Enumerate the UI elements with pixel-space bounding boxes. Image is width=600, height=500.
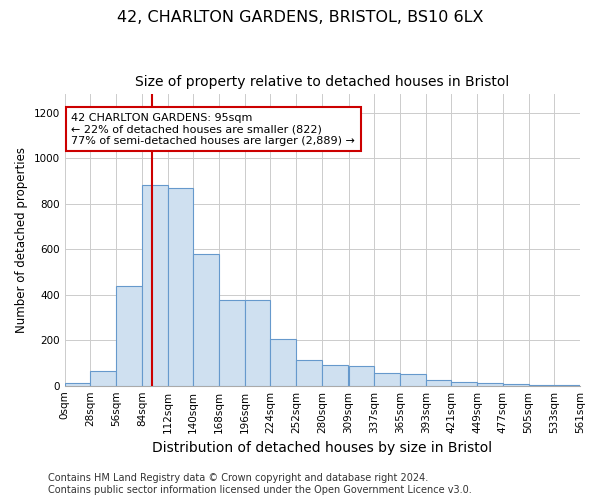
Bar [322, 365, 347, 386]
Bar [374, 373, 400, 386]
Y-axis label: Number of detached properties: Number of detached properties [15, 147, 28, 333]
Bar [400, 374, 425, 386]
Bar [425, 380, 451, 386]
Bar [271, 339, 296, 386]
Bar [219, 300, 245, 386]
X-axis label: Distribution of detached houses by size in Bristol: Distribution of detached houses by size … [152, 441, 493, 455]
Text: 42 CHARLTON GARDENS: 95sqm
← 22% of detached houses are smaller (822)
77% of sem: 42 CHARLTON GARDENS: 95sqm ← 22% of deta… [71, 112, 355, 146]
Bar [554, 384, 580, 386]
Bar [167, 188, 193, 386]
Bar [116, 286, 142, 386]
Text: Contains HM Land Registry data © Crown copyright and database right 2024.
Contai: Contains HM Land Registry data © Crown c… [48, 474, 472, 495]
Bar [65, 383, 91, 386]
Bar [296, 360, 322, 386]
Bar [451, 382, 477, 386]
Bar [245, 300, 271, 386]
Bar [349, 366, 374, 386]
Text: 42, CHARLTON GARDENS, BRISTOL, BS10 6LX: 42, CHARLTON GARDENS, BRISTOL, BS10 6LX [117, 10, 483, 25]
Bar [529, 384, 554, 386]
Title: Size of property relative to detached houses in Bristol: Size of property relative to detached ho… [135, 75, 509, 89]
Bar [477, 383, 503, 386]
Bar [142, 186, 167, 386]
Bar [91, 371, 116, 386]
Bar [193, 254, 219, 386]
Bar [503, 384, 529, 386]
